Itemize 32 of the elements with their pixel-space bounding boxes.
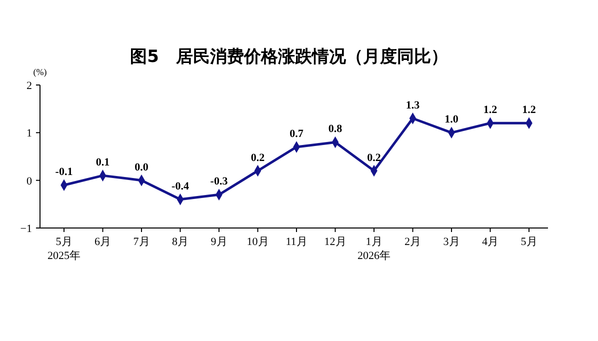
- x-tick-label: 11月: [286, 236, 308, 248]
- data-label: 1.3: [406, 99, 420, 112]
- data-label: -0.4: [172, 180, 190, 192]
- y-axis-title: (%): [33, 67, 47, 77]
- y-tick-label: −1: [20, 223, 32, 235]
- y-tick-label: 2: [26, 80, 32, 92]
- data-label: -0.1: [55, 166, 73, 178]
- data-label: 1.2: [522, 104, 536, 116]
- data-label: 0.2: [367, 152, 382, 164]
- x-tick-label: 8月: [172, 236, 188, 248]
- x-tick-label: 5月 2025年: [48, 236, 80, 262]
- data-label: -0.3: [210, 176, 228, 188]
- x-tick-label: 4月: [482, 236, 498, 248]
- x-tick-label: 7月: [133, 236, 150, 248]
- data-label: 1.0: [444, 114, 459, 126]
- data-label: 0.7: [290, 128, 304, 140]
- x-tick-label: 6月: [94, 236, 111, 248]
- data-label: 0.1: [96, 156, 110, 169]
- x-tick-label: 3月: [443, 236, 460, 248]
- x-tick-label: 9月: [210, 236, 228, 248]
- data-label: 0.8: [328, 123, 343, 136]
- data-label: 0.0: [134, 161, 149, 174]
- data-label: 1.2: [483, 104, 498, 116]
- x-tick-label: 10月: [246, 236, 269, 248]
- y-tick-label: 0: [26, 175, 32, 188]
- x-tick-label: 12月: [324, 236, 346, 248]
- y-tick-label: 1: [26, 128, 32, 140]
- x-tick-label: 1月 2026年: [358, 236, 390, 262]
- x-tick-label: 5月: [520, 236, 538, 248]
- x-tick-label: 2月: [404, 236, 421, 248]
- chart-title: 图5 居民消费价格涨跌情况（月度同比）: [130, 47, 448, 67]
- data-label: 0.2: [250, 152, 266, 164]
